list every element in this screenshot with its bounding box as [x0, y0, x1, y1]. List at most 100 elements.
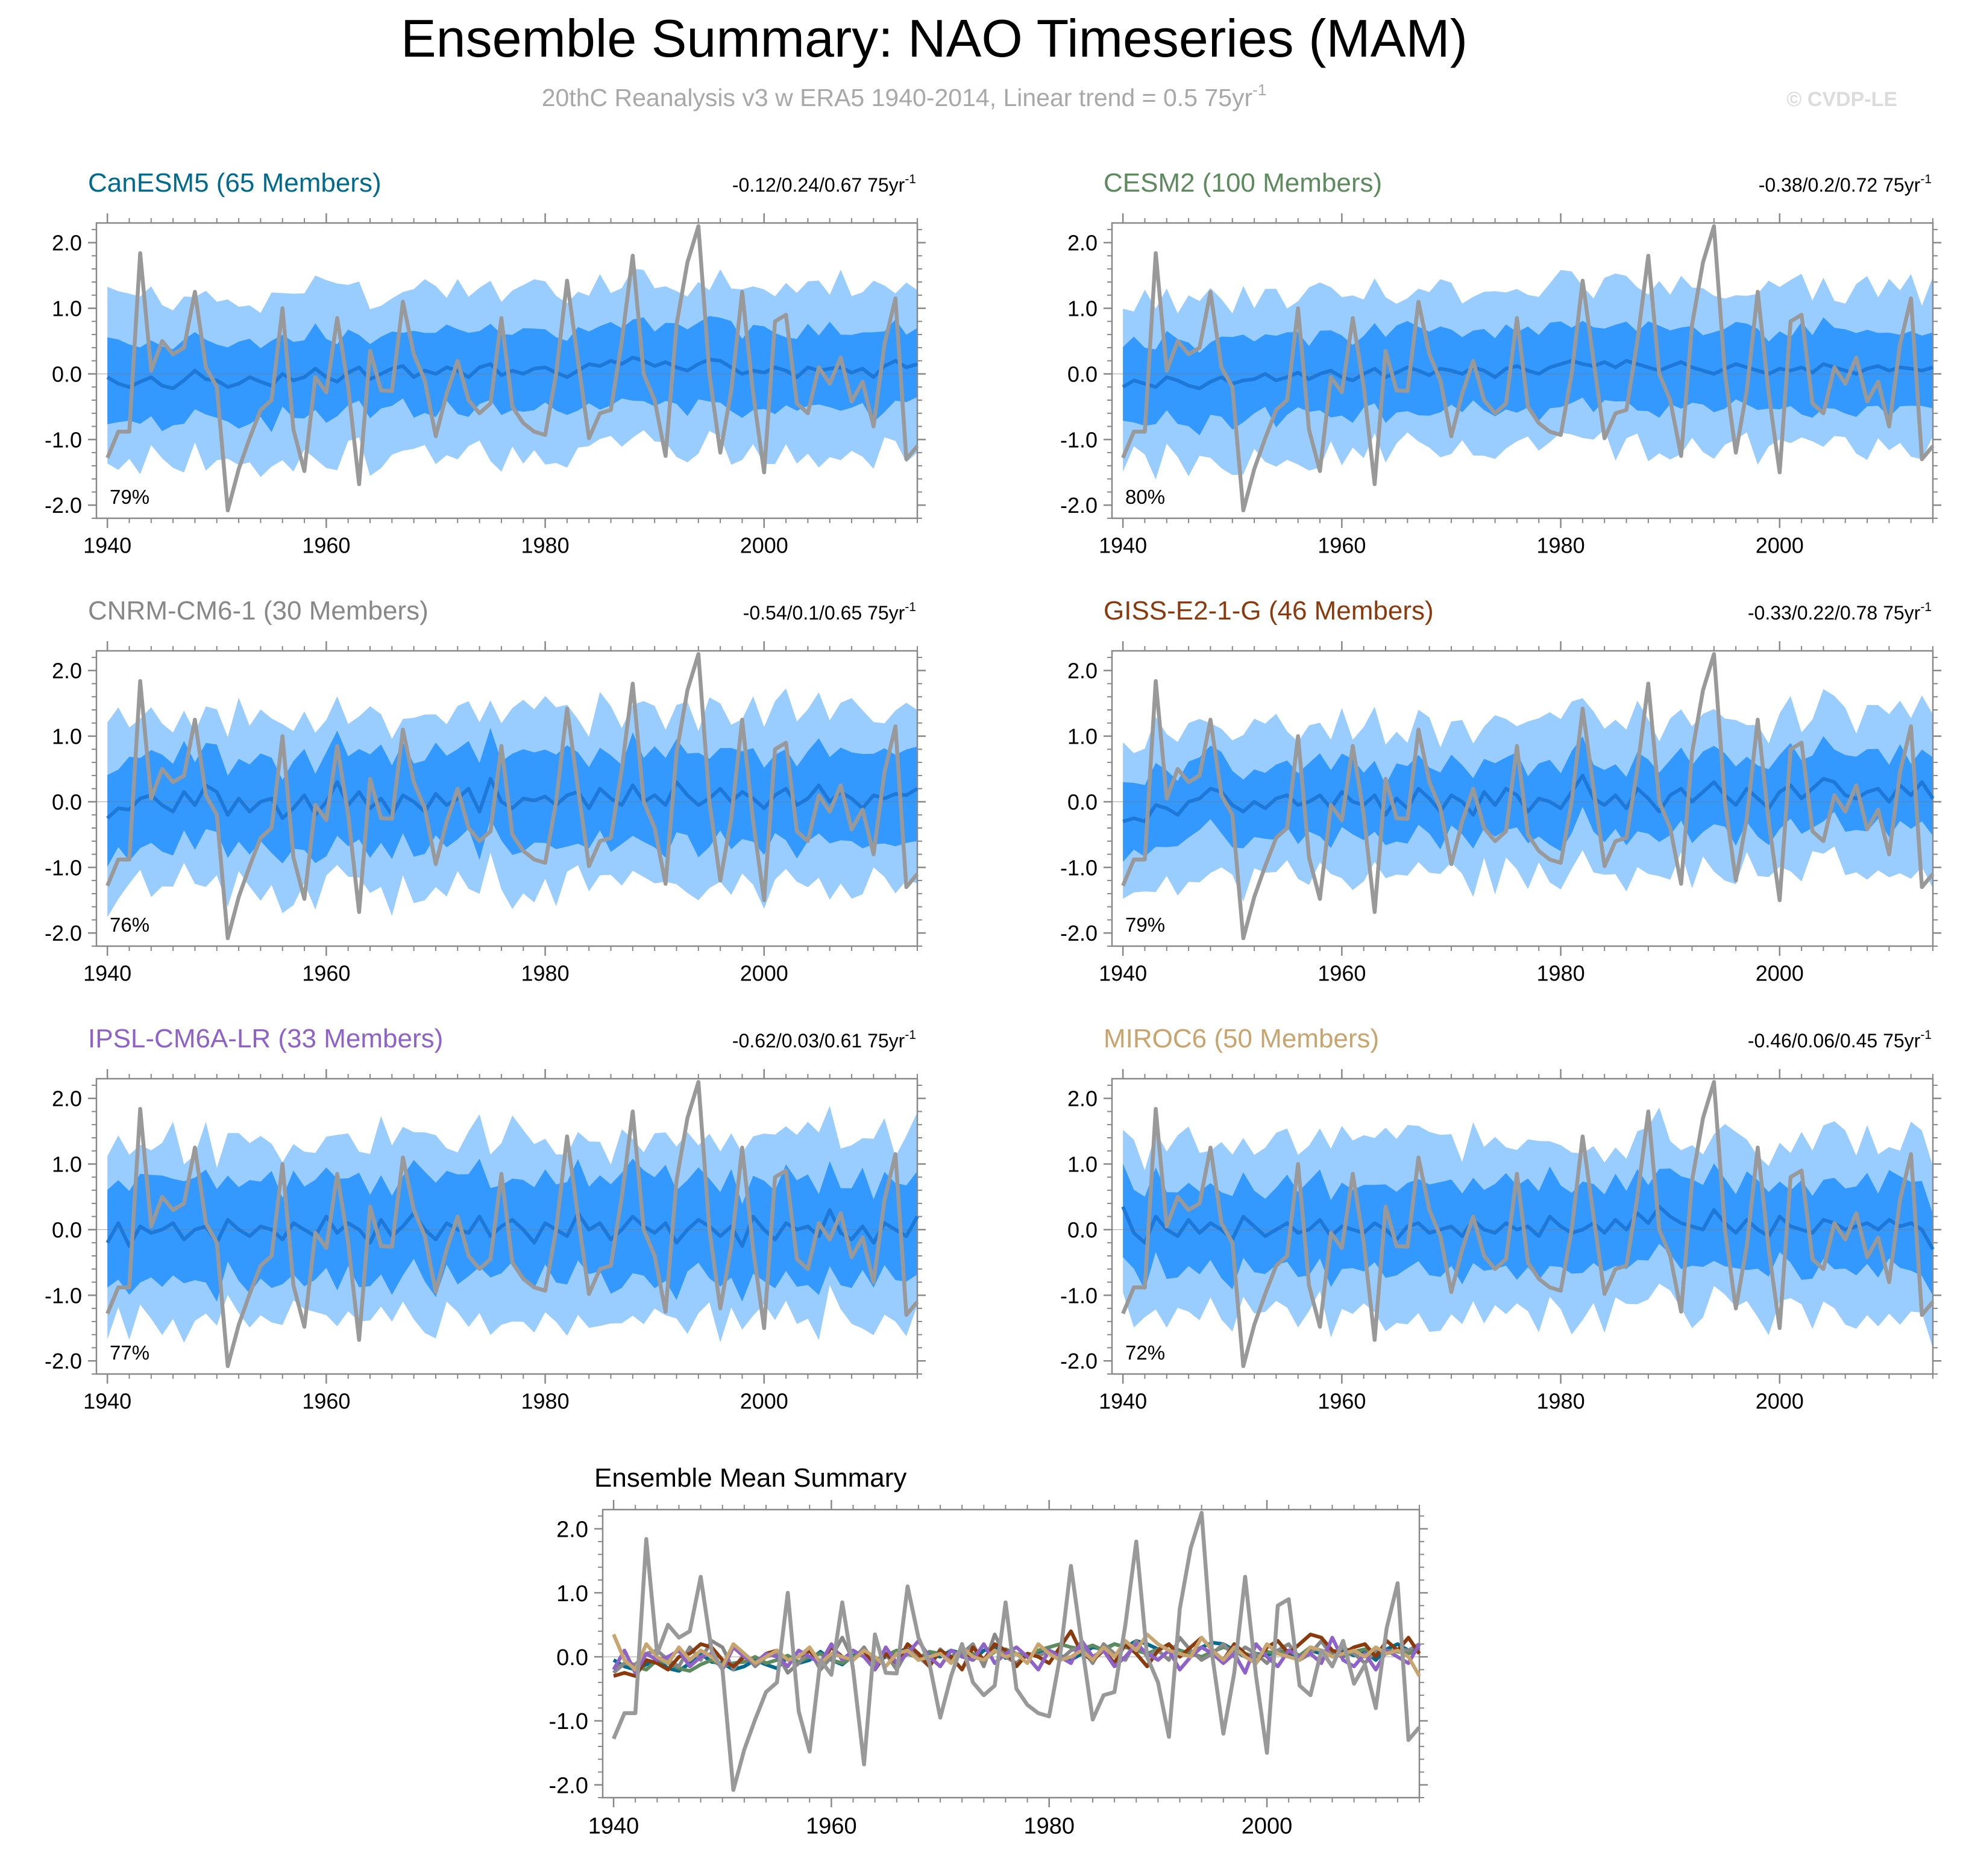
panel-title: CESM2 (100 Members) — [1104, 168, 1382, 198]
trend-superscript: -1 — [905, 600, 916, 614]
ensemble-mean-line — [106, 777, 919, 820]
x-tick-label: 1980 — [1537, 533, 1585, 557]
summary-line-miroc6 — [612, 1633, 1421, 1677]
panel-title: CanESM5 (65 Members) — [88, 168, 382, 198]
x-tick-label: 1960 — [302, 533, 350, 557]
trend-superscript: -1 — [1920, 172, 1932, 186]
y-tick-label: 0.0 — [1067, 1217, 1098, 1242]
panel-cnrm-cm6-1: CNRM-CM6-1 (30 Members) -0.54/0.1/0.65 75… — [45, 596, 926, 985]
y-tick-label: 1.0 — [52, 296, 82, 321]
x-tick-label: 1940 — [1099, 533, 1147, 557]
x-tick-label: 2000 — [740, 533, 788, 557]
observations-line — [1121, 652, 1935, 941]
y-tick-label: 2.0 — [1067, 1087, 1098, 1111]
summary-title: Ensemble Mean Summary — [594, 1463, 906, 1493]
y-tick-label: 2.0 — [52, 1087, 82, 1111]
panel-miroc6: MIROC6 (50 Members) -0.46/0.06/0.45 75yr-… — [1060, 1024, 1941, 1413]
x-tick-label: 1960 — [302, 1388, 350, 1413]
trend-superscript: -1 — [1920, 1028, 1932, 1042]
x-tick-label: 2000 — [740, 1388, 788, 1413]
trend-text: -0.46/0.06/0.45 75yr — [1748, 1030, 1921, 1052]
x-tick-label: 1980 — [521, 533, 570, 557]
y-tick-label: -2.0 — [45, 921, 82, 946]
panel-trend-label: -0.46/0.06/0.45 75yr-1 — [1748, 1028, 1932, 1052]
y-tick-label: 0.0 — [52, 362, 82, 386]
x-tick-label: 2000 — [1756, 1388, 1804, 1413]
y-tick-label: -2.0 — [549, 1773, 588, 1798]
plot-frame — [95, 222, 919, 519]
y-tick-label: 0.0 — [1067, 789, 1098, 814]
trend-text: -0.54/0.1/0.65 75yr — [743, 602, 905, 624]
trend-text: -0.33/0.22/0.78 75yr — [1748, 602, 1921, 624]
panel-ipsl-cm6a-lr: IPSL-CM6A-LR (33 Members) -0.62/0.03/0.61… — [45, 1024, 926, 1413]
ensemble-mean-line — [105, 1208, 919, 1248]
y-tick-label: 1.0 — [1067, 1152, 1098, 1177]
panel-giss-e2-1-g: GISS-E2-1-G (46 Members) -0.33/0.22/0.78 … — [1060, 596, 1941, 985]
trend-superscript: -1 — [905, 1028, 916, 1042]
y-tick-label: 2.0 — [556, 1517, 588, 1543]
y-tick-label: -1.0 — [1060, 427, 1098, 452]
plot-frame — [95, 650, 919, 947]
x-tick-label: 2000 — [1756, 533, 1804, 557]
watermark: © CVDP-LE — [1786, 88, 1897, 111]
plot-frame — [1111, 1078, 1934, 1375]
y-tick-label: -1.0 — [1060, 855, 1098, 880]
trend-text: -0.62/0.03/0.61 75yr — [732, 1030, 905, 1052]
plot-frame — [95, 1078, 919, 1375]
y-tick-label: 1.0 — [52, 1152, 82, 1177]
y-tick-label: -2.0 — [1060, 921, 1098, 946]
trend-superscript: -1 — [1920, 600, 1932, 614]
y-tick-label: -1.0 — [45, 427, 82, 452]
x-tick-label: 1960 — [302, 961, 350, 985]
y-tick-label: 1.0 — [1067, 296, 1098, 321]
observations-line — [105, 1080, 919, 1369]
ensemble-mean-line — [1122, 359, 1933, 391]
panel-trend-label: -0.38/0.2/0.72 75yr-1 — [1759, 172, 1932, 196]
ensemble-mean-line — [106, 356, 918, 391]
panel-trend-label: -0.54/0.1/0.65 75yr-1 — [743, 600, 916, 624]
observations-line — [1121, 224, 1935, 513]
x-tick-label: 1980 — [1537, 961, 1585, 985]
y-tick-label: 0.0 — [556, 1645, 588, 1671]
panel-cesm2: CESM2 (100 Members) -0.38/0.2/0.72 75yr-1… — [1060, 168, 1941, 557]
x-tick-label: 1940 — [1099, 961, 1147, 985]
panel-trend-label: -0.62/0.03/0.61 75yr-1 — [732, 1028, 916, 1052]
subtitle-superscript: -1 — [1252, 81, 1266, 99]
band-25-75 — [1123, 317, 1933, 436]
y-tick-label: 2.0 — [52, 659, 82, 683]
panel-title: MIROC6 (50 Members) — [1104, 1024, 1379, 1053]
summary-observations-line — [612, 1511, 1421, 1792]
y-tick-label: -2.0 — [1060, 493, 1098, 518]
x-tick-label: 1980 — [521, 1388, 570, 1413]
observations-line — [105, 224, 919, 513]
panel-title: CNRM-CM6-1 (30 Members) — [88, 596, 429, 626]
x-tick-label: 1960 — [806, 1814, 857, 1839]
y-tick-label: 1.0 — [1067, 724, 1098, 749]
observations-line — [105, 652, 919, 941]
y-tick-label: 2.0 — [52, 231, 82, 256]
y-tick-label: -2.0 — [45, 493, 82, 518]
panel-trend-label: -0.12/0.24/0.67 75yr-1 — [732, 172, 916, 196]
y-tick-label: -1.0 — [549, 1709, 588, 1734]
panel-title: GISS-E2-1-G (46 Members) — [1104, 596, 1434, 626]
figure-title: Ensemble Summary: NAO Timeseries (MAM) — [401, 8, 1468, 68]
y-tick-label: 0.0 — [52, 789, 82, 814]
y-tick-label: 2.0 — [1067, 659, 1098, 683]
percent-label: 80% — [1125, 486, 1165, 508]
x-tick-label: 1940 — [83, 961, 131, 985]
y-tick-label: 0.0 — [1067, 362, 1098, 386]
percent-label: 79% — [110, 486, 149, 508]
y-tick-label: 2.0 — [1067, 231, 1098, 256]
ensemble-mean-line — [1122, 773, 1935, 824]
y-tick-label: -1.0 — [1060, 1283, 1098, 1308]
y-tick-label: 1.0 — [52, 724, 82, 749]
x-tick-label: 1940 — [1099, 1388, 1147, 1413]
percent-label: 79% — [1125, 914, 1165, 936]
plot-frame — [1111, 222, 1934, 519]
y-tick-label: -2.0 — [45, 1349, 82, 1373]
percent-label: 77% — [110, 1341, 149, 1364]
trend-text: -0.38/0.2/0.72 75yr — [1759, 174, 1921, 196]
y-tick-label: 1.0 — [556, 1581, 588, 1607]
